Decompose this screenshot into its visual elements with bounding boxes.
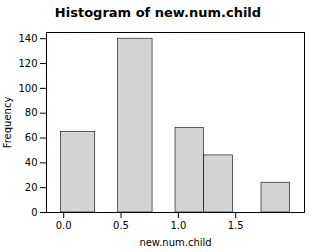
svg-text:100: 100 (18, 83, 37, 94)
svg-text:new.num.child: new.num.child (139, 237, 211, 248)
svg-text:0.5: 0.5 (113, 220, 129, 231)
svg-text:40: 40 (25, 157, 38, 168)
svg-text:120: 120 (18, 58, 37, 69)
svg-text:Frequency: Frequency (2, 97, 13, 149)
svg-text:140: 140 (18, 33, 37, 44)
svg-text:80: 80 (25, 107, 38, 118)
svg-text:60: 60 (25, 132, 38, 143)
svg-text:1.5: 1.5 (228, 220, 244, 231)
svg-text:1.0: 1.0 (170, 220, 186, 231)
svg-text:20: 20 (25, 182, 38, 193)
svg-text:0: 0 (31, 207, 37, 218)
html-text:Histogram of new.num.child: Histogram of new.num.child (54, 5, 262, 20)
svg-text:0.0: 0.0 (56, 220, 72, 231)
